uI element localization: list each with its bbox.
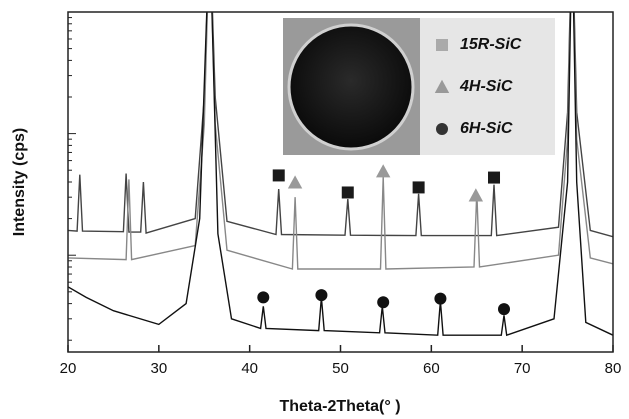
series-line: [68, 12, 613, 238]
legend-swatch: [436, 39, 448, 51]
plot-area: [68, 12, 613, 337]
phase-marker: [377, 296, 390, 309]
legend-label: 6H-SiC: [460, 120, 513, 137]
x-tick-label: 40: [241, 360, 258, 377]
wafer: [287, 23, 415, 151]
phase-marker: [287, 175, 303, 189]
inset: [283, 18, 555, 155]
legend-swatch: [436, 123, 448, 135]
y-axis-title: Intensity (cps): [11, 128, 28, 236]
x-tick-label: 70: [514, 360, 531, 377]
phase-marker: [341, 186, 354, 199]
phase-marker: [488, 171, 501, 184]
legend-label: 15R-SiC: [460, 36, 522, 53]
x-axis-title: Theta-2Theta(° ): [279, 398, 400, 415]
x-tick-label: 50: [332, 360, 349, 377]
phase-marker: [412, 181, 425, 194]
phase-marker: [498, 303, 510, 316]
legend-swatch: [434, 79, 450, 93]
x-tick-label: 20: [60, 360, 77, 377]
x-tick-label: 30: [150, 360, 167, 377]
legend-label: 4H-SiC: [459, 78, 513, 95]
phase-marker: [272, 169, 285, 182]
x-tick-label: 80: [605, 360, 622, 377]
phase-marker: [257, 291, 270, 304]
phase-marker: [468, 188, 484, 202]
x-tick-label: 60: [423, 360, 440, 377]
phase-marker: [375, 164, 391, 178]
phase-marker: [315, 289, 328, 302]
series-line: [68, 12, 613, 337]
phase-marker: [434, 292, 447, 305]
